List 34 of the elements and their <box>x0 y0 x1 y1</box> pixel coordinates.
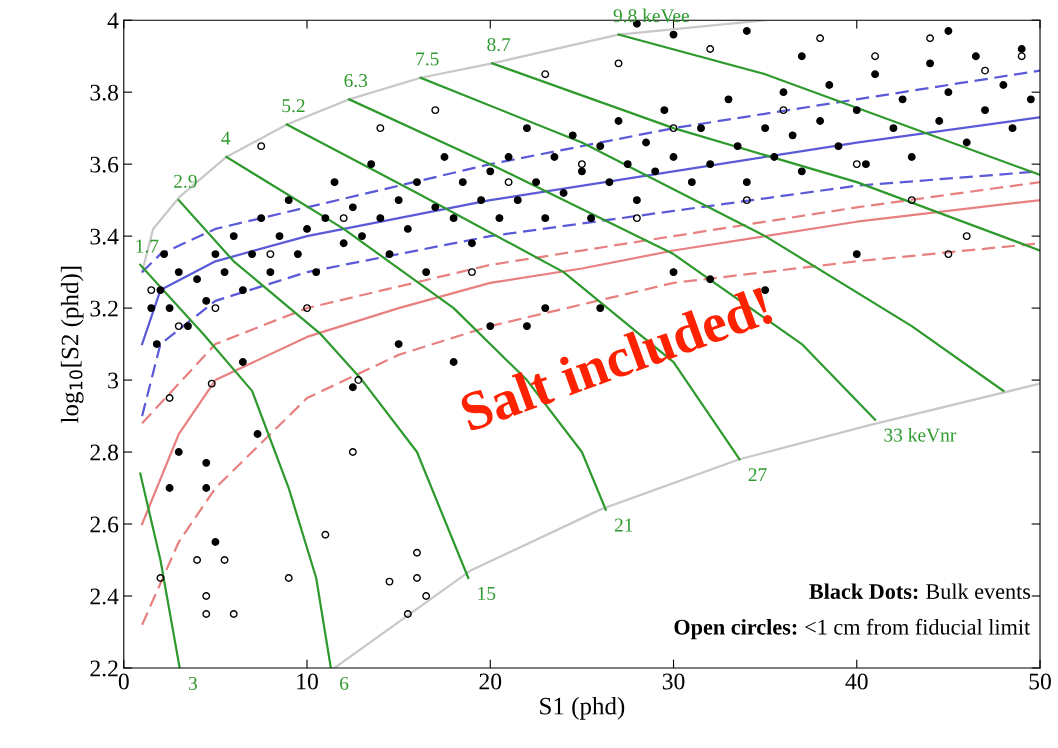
annotation: 9.8 keVee <box>613 8 689 23</box>
y-tick-label: 3 <box>108 372 118 389</box>
x-tick-label: 40 <box>845 673 868 690</box>
x-tick-label: 20 <box>479 673 502 690</box>
y-tick-label: 3.2 <box>90 300 118 317</box>
x-tick-label: 10 <box>297 673 318 690</box>
text: 6 <box>340 676 349 690</box>
y-tick-label: 2.4 <box>90 588 119 605</box>
annotation: 1.7 <box>136 239 159 253</box>
annotation: 7.5 <box>416 52 439 66</box>
y-tick-label: 2.8 <box>90 444 119 461</box>
y-tick-label: 2.6 <box>90 516 119 533</box>
annotation: 27 <box>748 468 767 482</box>
y-tick-label: 2.2 <box>90 660 118 677</box>
x-axis-title: S1 (phd) <box>540 697 625 720</box>
x-tick-label: 30 <box>662 673 685 690</box>
annotation: 8.7 <box>487 37 511 52</box>
annotation: 2.9 <box>174 174 197 188</box>
y-tick-label: 3.8 <box>90 84 119 101</box>
y-tick-label: 3.6 <box>90 156 119 173</box>
annotation: 5.2 <box>282 99 305 113</box>
x-tick-label: 0 <box>118 673 129 690</box>
annotation: 21 <box>614 518 633 532</box>
x-tick-label: 50 <box>1029 673 1051 690</box>
y-tick-label: 4 <box>107 12 119 29</box>
annotation: 33 keVnr <box>884 427 957 442</box>
annotation: Black Dots: Bulk events <box>809 583 1031 600</box>
annotation: 4 <box>221 131 231 145</box>
annotation: 15 <box>478 586 496 601</box>
annotation: 6.3 <box>344 74 368 88</box>
text: 3 <box>188 676 197 690</box>
y-axis-title: log$_{10}$[S2 (phd)] <box>60 266 84 423</box>
annotation: Open circles: <1 cm from fiducial limit <box>674 618 1031 640</box>
y-tick-label: 3.4 <box>90 228 119 245</box>
